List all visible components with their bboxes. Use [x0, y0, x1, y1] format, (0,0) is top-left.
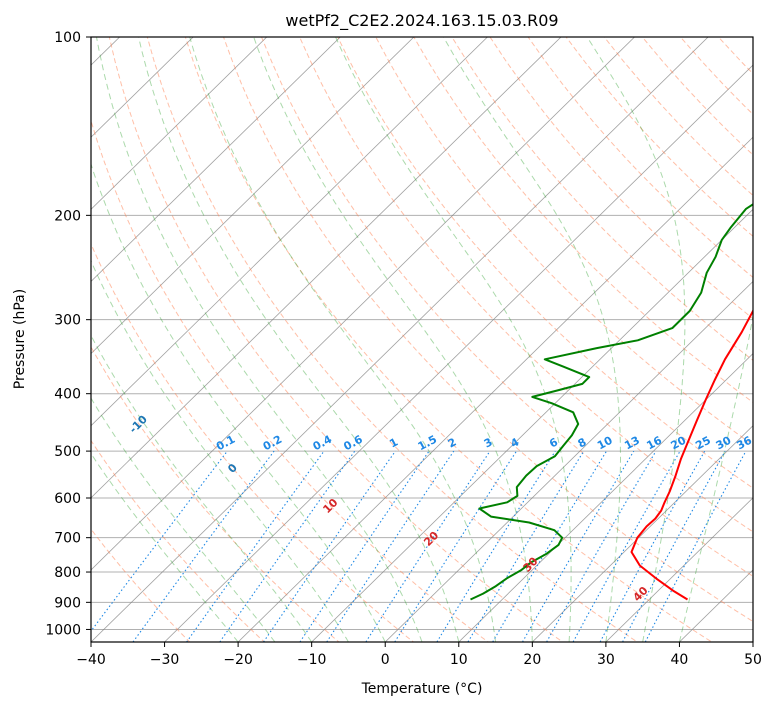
- mixing-ratio-line: [326, 450, 455, 642]
- dry-adiabat: [299, 37, 753, 533]
- y-tick-label: 600: [54, 491, 81, 507]
- x-tick-label: 40: [671, 652, 689, 668]
- mixing-ratio-label: 25: [693, 434, 713, 453]
- isotherm: [91, 37, 268, 210]
- mixing-ratio-line: [263, 450, 396, 642]
- isotherm: [91, 37, 415, 355]
- y-axis-ticks: 100 200 300 400 500 600 700 800 900 1000: [45, 30, 91, 638]
- chart-title: wetPf2_C2E2.2024.163.15.03.R09: [285, 11, 558, 31]
- moist-adiabat: [586, 37, 686, 642]
- dry-adiabats: [91, 37, 753, 642]
- y-tick-label: 1000: [45, 622, 81, 638]
- isotherms: [91, 37, 753, 642]
- isotherm: [531, 425, 753, 642]
- temperature-line: [630, 308, 753, 601]
- mixing-ratio-label: 16: [644, 434, 664, 453]
- profile-lines: [470, 203, 753, 601]
- dry-adiabat: [91, 439, 266, 642]
- isotherm: [311, 208, 753, 642]
- mixing-ratio-line: [572, 450, 681, 642]
- moist-adiabat: [96, 37, 423, 642]
- isotherm: [91, 37, 341, 282]
- x-axis-ticks: −40 −30 −20 −10 0 10 20 30 40 50: [76, 642, 762, 668]
- isotherm: [384, 280, 753, 642]
- x-tick-label: −40: [76, 652, 106, 668]
- y-tick-label: 300: [54, 313, 81, 329]
- mixing-ratio-line: [365, 450, 491, 642]
- mixing-ratio-line: [186, 450, 325, 642]
- x-tick-label: −20: [223, 652, 253, 668]
- y-tick-label: 800: [54, 565, 81, 581]
- moist-adiabat: [253, 37, 533, 642]
- x-tick-label: 0: [381, 652, 390, 668]
- dry-adiabat: [91, 119, 489, 642]
- isotherm: [91, 37, 562, 499]
- dry-adiabat: [146, 37, 639, 642]
- dry-adiabat: [108, 37, 564, 642]
- x-tick-label: 20: [523, 652, 541, 668]
- moist-adiabat: [91, 397, 276, 642]
- y-tick-label: 400: [54, 387, 81, 403]
- isotherm: [605, 497, 753, 642]
- mixing-ratio-label: 20: [669, 434, 689, 453]
- moist-adiabat: [678, 37, 753, 642]
- x-tick-label: 10: [450, 652, 468, 668]
- y-tick-label: 200: [54, 208, 81, 224]
- mixing-ratio-line: [467, 450, 585, 642]
- dry-adiabat: [91, 242, 415, 642]
- isotherm: [91, 37, 489, 427]
- y-axis-label: Pressure (hPa): [12, 289, 28, 389]
- mixing-ratio-label: 10: [595, 434, 615, 453]
- mixing-ratio-label: 13: [622, 434, 642, 453]
- dry-adiabat: [375, 37, 753, 446]
- x-tick-label: 30: [597, 652, 615, 668]
- isotherm: [91, 37, 636, 571]
- mixing-ratio-line: [132, 450, 275, 642]
- mixing-ratio-line: [91, 450, 228, 632]
- dry-adiabat: [489, 37, 753, 320]
- mixing-ratio-line: [394, 450, 517, 642]
- x-tick-label: 50: [744, 652, 762, 668]
- moist-adiabat: [91, 259, 349, 642]
- moist-adiabat: [443, 37, 621, 642]
- x-tick-label: −10: [297, 652, 327, 668]
- plot-frame: [90, 36, 754, 643]
- isotherm: [237, 136, 753, 642]
- dry-adiabat: [91, 528, 191, 642]
- moist-adiabat: [138, 37, 460, 642]
- y-tick-label: 500: [54, 444, 81, 460]
- mixing-ratio-line: [622, 450, 726, 642]
- moist-adiabat: [91, 452, 239, 642]
- mixing-ratio-line: [299, 450, 430, 642]
- mixing-ratio-line: [599, 450, 706, 642]
- dry-adiabat: [222, 37, 753, 623]
- moist-adiabats: [91, 37, 753, 642]
- x-axis-label: Temperature (°C): [361, 681, 483, 697]
- dry-adiabat: [91, 345, 340, 642]
- mixing-ratio-line: [436, 450, 556, 642]
- x-tick-label: −30: [150, 652, 180, 668]
- isotherm: [91, 37, 709, 642]
- y-tick-label: 700: [54, 531, 81, 547]
- y-tick-label: 900: [54, 595, 81, 611]
- mixing-ratio-line: [219, 450, 356, 642]
- mixing-ratio-label: 36: [734, 434, 754, 453]
- plot-area: 0.10.20.40.611.52346810131620253036-100-…: [91, 37, 754, 642]
- isotherm: [163, 64, 753, 642]
- moist-adiabat: [335, 37, 572, 642]
- isotherm: [91, 37, 194, 138]
- mixing-ratio-lines: [91, 450, 747, 642]
- dry-adiabat: [413, 37, 753, 403]
- moist-adiabat: [91, 334, 313, 642]
- y-tick-label: 100: [54, 30, 81, 46]
- dry-adiabat: [260, 37, 753, 577]
- moist-adiabat: [189, 37, 497, 642]
- dewpoint-line: [470, 203, 753, 601]
- mixing-ratio-label: 30: [714, 434, 734, 453]
